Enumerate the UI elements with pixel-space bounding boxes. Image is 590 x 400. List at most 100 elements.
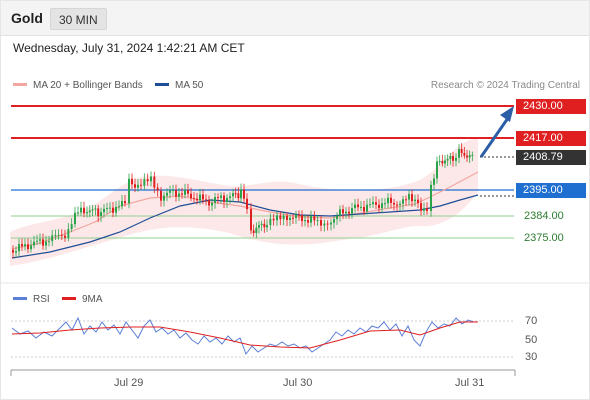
- rsi-level-50: 50: [525, 334, 538, 346]
- candle-body: [103, 208, 105, 213]
- candle-body: [411, 194, 413, 202]
- candle-body: [307, 220, 309, 223]
- candle-body: [393, 202, 395, 205]
- rsi-legend-9ma: 9MA: [62, 294, 103, 305]
- candle-body: [363, 206, 365, 212]
- legend-swatch-ma20: [13, 82, 27, 86]
- candle-body: [381, 203, 383, 209]
- candle-body: [438, 160, 441, 162]
- candle-body: [57, 234, 60, 236]
- candle-body: [91, 209, 94, 211]
- legend-ma20-bollinger: MA 20 + Bollinger Bands: [13, 80, 143, 91]
- candle-body: [243, 189, 245, 199]
- candle-body: [426, 208, 428, 211]
- candle-body: [226, 198, 228, 202]
- candle-body: [310, 216, 312, 223]
- candle-body: [88, 210, 91, 213]
- candle-body: [336, 215, 338, 220]
- candle-body: [234, 193, 237, 195]
- x-label-jul30: Jul 30: [283, 377, 313, 389]
- candle-body: [12, 250, 14, 253]
- candle-body: [351, 208, 353, 214]
- candle-body: [67, 229, 70, 238]
- candle-body: [18, 244, 20, 252]
- candle-body: [276, 215, 278, 221]
- candle-body: [252, 230, 255, 233]
- candle-body: [446, 158, 449, 161]
- candle-body: [30, 245, 32, 250]
- candle-body: [36, 240, 38, 242]
- candle-body: [436, 161, 438, 179]
- candle-body: [430, 184, 432, 211]
- candle-body: [390, 197, 392, 203]
- candle-body: [112, 207, 114, 213]
- candle-body: [97, 208, 100, 217]
- candle-body: [375, 202, 377, 205]
- candle-body: [190, 193, 192, 199]
- candle-body: [372, 202, 374, 205]
- candle-body: [100, 212, 102, 217]
- target-arrow-head: [500, 106, 514, 122]
- candle-body: [143, 179, 146, 186]
- candle-body: [316, 220, 319, 222]
- candle-body: [263, 223, 266, 228]
- last-price-badge: 2408.79: [516, 150, 586, 165]
- candle-body: [369, 204, 371, 206]
- pivot-badge: 2395.00: [516, 183, 586, 198]
- rsi-level-70: 70: [525, 315, 538, 327]
- candle-body: [441, 160, 444, 164]
- candle-body: [217, 197, 219, 199]
- candle-body: [272, 218, 275, 221]
- legend-swatch-ma50: [155, 82, 169, 86]
- candle-body: [286, 215, 288, 220]
- candle-body: [250, 209, 252, 231]
- candle-body: [220, 195, 222, 198]
- candle-body: [463, 153, 466, 156]
- candle-body: [42, 239, 44, 246]
- candle-body: [455, 157, 457, 161]
- candle-body: [94, 208, 97, 210]
- candle-body: [342, 209, 344, 214]
- candle-body: [163, 195, 165, 201]
- candle-body: [27, 244, 29, 250]
- candle-body: [172, 190, 174, 192]
- rsi-legend-label: RSI: [33, 294, 50, 305]
- candle-body: [399, 203, 401, 206]
- candle-body: [354, 204, 356, 209]
- candle-body: [64, 235, 66, 238]
- candle-body: [80, 207, 82, 213]
- candle-body: [345, 211, 347, 214]
- legend-label-ma50: MA 50: [175, 80, 204, 91]
- candle-body: [348, 211, 350, 214]
- candle-body: [304, 220, 306, 222]
- candle-body: [444, 160, 446, 164]
- candle-body: [175, 190, 177, 197]
- timeframe-badge[interactable]: 30 MIN: [50, 8, 107, 30]
- candle-body: [169, 190, 171, 193]
- candle-body: [452, 156, 454, 161]
- candle-body: [417, 199, 419, 204]
- rsi-9ma-legend-swatch: [62, 296, 76, 300]
- candle-body: [124, 201, 126, 204]
- candle-body: [237, 193, 240, 199]
- candle-body: [468, 155, 471, 158]
- candle-body: [137, 184, 139, 188]
- candle-body: [458, 148, 460, 158]
- candle-body: [128, 178, 130, 204]
- candle-body: [246, 198, 248, 210]
- candle-body: [258, 225, 260, 228]
- candle-body: [282, 215, 285, 220]
- candle-body: [86, 212, 88, 214]
- candle-body: [199, 194, 201, 201]
- target-arrow-shaft: [479, 117, 510, 158]
- rsi-line: [11, 316, 475, 356]
- candle-body: [121, 201, 123, 207]
- candle-body: [232, 193, 234, 197]
- rsi-level-30: 30: [525, 351, 538, 363]
- candle-body: [196, 198, 198, 201]
- candle-body: [146, 179, 149, 182]
- legend-label-ma20: MA 20 + Bollinger Bands: [33, 80, 143, 91]
- candle-body: [298, 214, 300, 216]
- rsi-legend-rsi: RSI: [13, 294, 50, 305]
